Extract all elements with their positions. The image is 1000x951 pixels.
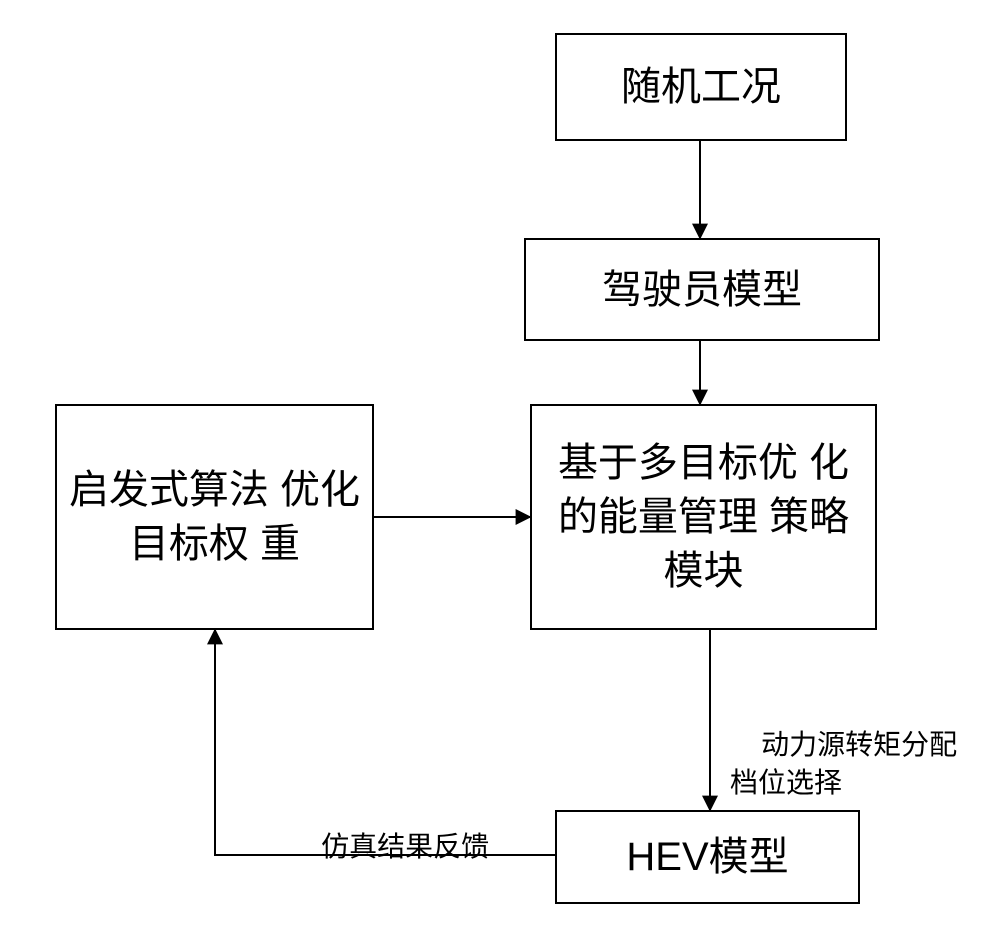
node-label: 基于多目标优 化的能量管理 策略模块 xyxy=(538,436,869,598)
node-random-condition: 随机工况 xyxy=(555,33,847,141)
node-heuristic-weights: 启发式算法 优化目标权 重 xyxy=(55,404,374,630)
edge-label-text: 动力源转矩分配 档位选择 xyxy=(730,729,957,798)
node-driver-model: 驾驶员模型 xyxy=(524,238,880,341)
edge-label-torque-gear: 动力源转矩分配 档位选择 xyxy=(730,688,957,839)
edge-label-sim-feedback: 仿真结果反馈 xyxy=(290,790,489,903)
flowchart-canvas: 随机工况 驾驶员模型 启发式算法 优化目标权 重 基于多目标优 化的能量管理 策… xyxy=(0,0,1000,951)
node-label: 启发式算法 优化目标权 重 xyxy=(63,463,366,571)
node-label: 驾驶员模型 xyxy=(602,263,802,317)
node-label: 随机工况 xyxy=(621,60,781,114)
node-ems-module: 基于多目标优 化的能量管理 策略模块 xyxy=(530,404,877,630)
edge-label-text: 仿真结果反馈 xyxy=(321,831,489,862)
